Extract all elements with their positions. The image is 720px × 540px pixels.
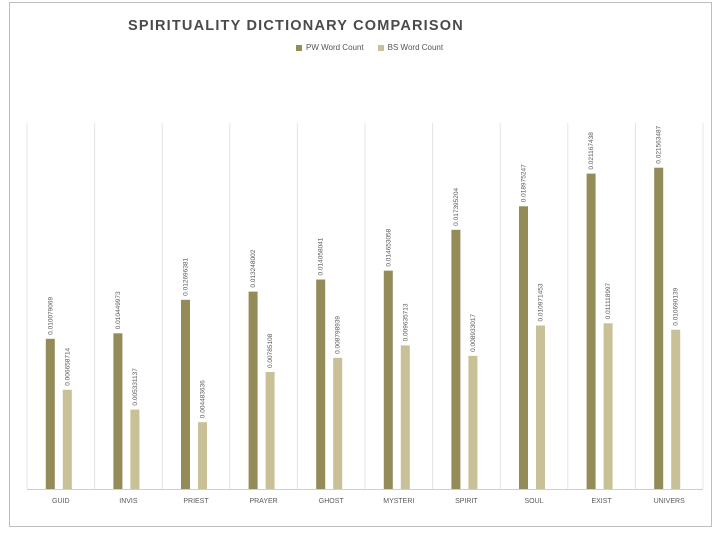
data-label: 0.010449973: [115, 291, 122, 329]
legend-swatch-pw: [296, 44, 302, 51]
x-tick-label: SOUL: [524, 498, 543, 505]
data-label: 0.008798939: [335, 316, 342, 354]
legend-item-pw: PW Word Count: [296, 43, 364, 52]
data-label: 0.018975247: [521, 164, 528, 202]
data-label: 0.00785108: [267, 333, 274, 368]
bar-pw: [181, 299, 190, 489]
x-tick-label: SPIRIT: [455, 498, 478, 505]
data-label: 0.013248002: [250, 249, 257, 287]
x-tick-label: PRIEST: [183, 498, 209, 505]
data-label: 0.014653058: [385, 228, 392, 266]
bar-bs: [603, 323, 613, 489]
x-tick-label: GHOST: [319, 498, 345, 505]
legend: PW Word Count BS Word Count: [296, 43, 457, 52]
bar-bs: [468, 355, 478, 489]
legend-label-bs: BS Word Count: [387, 43, 444, 52]
bar-bs: [130, 409, 140, 489]
x-tick-label: PRAYER: [249, 498, 277, 505]
data-label: 0.010690139: [673, 287, 680, 325]
data-label: 0.021167438: [588, 132, 595, 170]
bar-pw: [586, 173, 596, 490]
bar-pw: [519, 206, 528, 490]
data-label: 0.017395204: [453, 187, 460, 225]
data-label: 0.006658714: [64, 347, 71, 385]
data-label: 0.004483636: [200, 380, 207, 418]
bar-pw: [248, 291, 258, 489]
x-tick-label: UNIVERS: [654, 498, 685, 505]
bar-pw: [451, 229, 461, 489]
legend-swatch-bs: [377, 44, 384, 51]
bar-bs: [265, 372, 275, 489]
data-label: 0.010971453: [538, 283, 545, 321]
x-tick-label: EXIST: [591, 498, 612, 505]
bar-bs: [400, 345, 410, 489]
bar-bs: [536, 325, 545, 489]
data-label: 0.011118997: [605, 282, 612, 319]
data-label: 0.014058041: [318, 237, 325, 275]
data-label: 0.005331137: [132, 368, 139, 406]
bar-bs: [198, 422, 207, 489]
data-label: 0.021563487: [656, 125, 663, 163]
bar-pw: [45, 338, 55, 489]
data-label: 0.010079069: [47, 296, 54, 334]
x-tick-label: MYSTERI: [383, 498, 414, 505]
legend-label-pw: PW Word Count: [306, 43, 364, 52]
legend-item-bs: BS Word Count: [377, 43, 444, 52]
x-tick-label: GUID: [52, 498, 70, 505]
bar-bs: [671, 329, 681, 489]
data-label: 0.009635713: [402, 303, 409, 341]
bar-pw: [316, 279, 326, 489]
x-tick-label: INVIS: [119, 498, 138, 505]
bar-pw: [654, 167, 664, 489]
data-label: 0.008933017: [470, 314, 477, 352]
bar-bs: [333, 357, 343, 489]
chart-title: SPIRITUALITY DICTIONARY COMPARISON: [128, 18, 464, 34]
bar-pw: [383, 270, 393, 489]
bar-pw: [113, 333, 123, 489]
data-label: 0.012696381: [183, 257, 190, 295]
bar-bs: [62, 389, 72, 489]
